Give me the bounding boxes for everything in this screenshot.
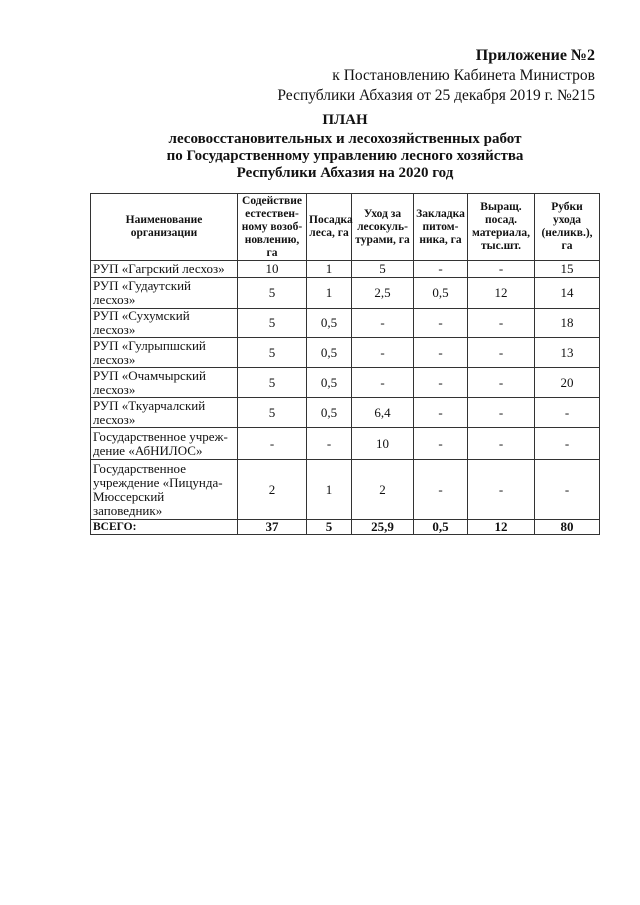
- table-cell: -: [413, 397, 468, 428]
- table-cell: -: [413, 459, 468, 520]
- table-cell: 0,5: [306, 337, 352, 368]
- table-row: РУП «Ткуарчалский лесхоз» 5 0,5 6,4- - -: [90, 397, 600, 428]
- table-cell: -: [413, 427, 468, 460]
- table-cell: 15: [534, 260, 600, 278]
- total-cell: 80: [534, 519, 600, 535]
- organization-name: Государственное учреж-дение «АбНИЛОС»: [90, 427, 238, 460]
- appendix-line-2: Республики Абхазия от 25 декабря 2019 г.…: [277, 87, 595, 104]
- table-cell: 2: [237, 459, 307, 520]
- organization-name: РУП «Очамчырский лесхоз»: [90, 367, 238, 398]
- table-cell: 5: [237, 308, 307, 338]
- table-cell: 5: [237, 367, 307, 398]
- table-row: РУП «Очамчырский лесхоз» 5 0,5- - -20: [90, 367, 600, 398]
- column-header: Наименование организации: [90, 193, 238, 261]
- table-cell: -: [351, 308, 414, 338]
- table-cell: 2: [351, 459, 414, 520]
- table-cell: -: [467, 260, 535, 278]
- table-header-row: Наименование организации Содействие естес…: [90, 193, 600, 261]
- table-row: Государственное учреж-дение «АбНИЛОС» - -1…: [90, 427, 600, 460]
- total-cell: 5: [306, 519, 352, 535]
- table-cell: -: [534, 427, 600, 460]
- total-cell: 12: [467, 519, 535, 535]
- appendix-line-1: к Постановлению Кабинета Министров: [332, 67, 595, 84]
- table-cell: 10: [351, 427, 414, 460]
- table-cell: 2,5: [351, 277, 414, 309]
- table-cell: -: [467, 459, 535, 520]
- organization-name: РУП «Гагрский лесхоз»: [90, 260, 238, 278]
- total-cell: 25,9: [351, 519, 414, 535]
- table-cell: 14: [534, 277, 600, 309]
- table-cell: -: [467, 337, 535, 368]
- title-line-4: Республики Абхазия на 2020 год: [236, 165, 454, 181]
- table-cell: 10: [237, 260, 307, 278]
- table-cell: -: [467, 308, 535, 338]
- organization-name: РУП «Сухумский лесхоз»: [90, 308, 238, 338]
- table-row: РУП «Гулрыпшский лесхоз» 5 0,5- - -13: [90, 337, 600, 368]
- table-row: РУП «Гудаутский лесхоз» 5 1 2,5 0,5 12 14: [90, 277, 600, 309]
- table-row: РУП «Гагрский лесхоз» 10 1 5- -15: [90, 260, 600, 278]
- column-header: Посадка леса, га: [306, 193, 353, 261]
- total-label: ВСЕГО:: [90, 519, 238, 535]
- table-cell: 0,5: [306, 308, 352, 338]
- table-cell: 0,5: [413, 277, 468, 309]
- table-cell: -: [534, 397, 600, 428]
- table-cell: -: [413, 367, 468, 398]
- organization-name: РУП «Ткуарчалский лесхоз»: [90, 397, 238, 428]
- appendix-number: Приложение №2: [475, 47, 595, 64]
- table-cell: 12: [467, 277, 535, 309]
- title-line-1: ПЛАН: [322, 112, 368, 128]
- organization-name: РУП «Гудаутский лесхоз»: [90, 277, 238, 309]
- table-cell: 5: [237, 397, 307, 428]
- table-cell: -: [413, 308, 468, 338]
- total-row: ВСЕГО: 37 5 25,9 0,5 12 80: [90, 519, 600, 535]
- table-cell: 5: [237, 337, 307, 368]
- table-cell: 20: [534, 367, 600, 398]
- table-cell: 1: [306, 260, 352, 278]
- table-cell: 1: [306, 277, 352, 309]
- title-line-3: по Государственному управлению лесного х…: [166, 148, 524, 164]
- column-header: Уход за лесокуль-турами, га: [351, 193, 414, 261]
- organization-name: Государственное учреждение «Пицунда-Мюсс…: [90, 459, 238, 520]
- table-cell: 5: [237, 277, 307, 309]
- table-cell: 0,5: [306, 367, 352, 398]
- table-cell: -: [467, 367, 535, 398]
- table-row: РУП «Сухумский лесхоз» 5 0,5- - -18: [90, 308, 600, 338]
- column-header: Выращ. посад. материала, тыс.шт.: [467, 193, 535, 261]
- title-line-2: лесовосстановительных и лесохозяйственны…: [168, 131, 522, 147]
- table-cell: 6,4: [351, 397, 414, 428]
- table-cell: 5: [351, 260, 414, 278]
- table-row: Государственное учреждение «Пицунда-Мюсс…: [90, 459, 600, 520]
- table-cell: 1: [306, 459, 352, 520]
- document-title: ПЛАН лесовосстановительных и лесохозяйст…: [0, 112, 640, 182]
- table-cell: -: [413, 260, 468, 278]
- column-header: Закладка питом-ника, га: [413, 193, 468, 261]
- table-cell: -: [237, 427, 307, 460]
- table-cell: -: [306, 427, 352, 460]
- table-cell: -: [467, 397, 535, 428]
- appendix-header: Приложение №2 к Постановлению Кабинета М…: [277, 46, 595, 106]
- table-cell: -: [413, 337, 468, 368]
- total-cell: 0,5: [413, 519, 468, 535]
- column-header: Содействие естествен-ному возоб-новлению…: [237, 193, 307, 261]
- column-header: Рубки ухода (неликв.), га: [534, 193, 600, 261]
- table-cell: 0,5: [306, 397, 352, 428]
- table-cell: -: [534, 459, 600, 520]
- work-plan-table: Наименование организации Содействие естес…: [90, 193, 600, 535]
- total-cell: 37: [237, 519, 307, 535]
- table-cell: 18: [534, 308, 600, 338]
- table-cell: -: [351, 367, 414, 398]
- table-cell: -: [351, 337, 414, 368]
- table-cell: 13: [534, 337, 600, 368]
- organization-name: РУП «Гулрыпшский лесхоз»: [90, 337, 238, 368]
- table-cell: -: [467, 427, 535, 460]
